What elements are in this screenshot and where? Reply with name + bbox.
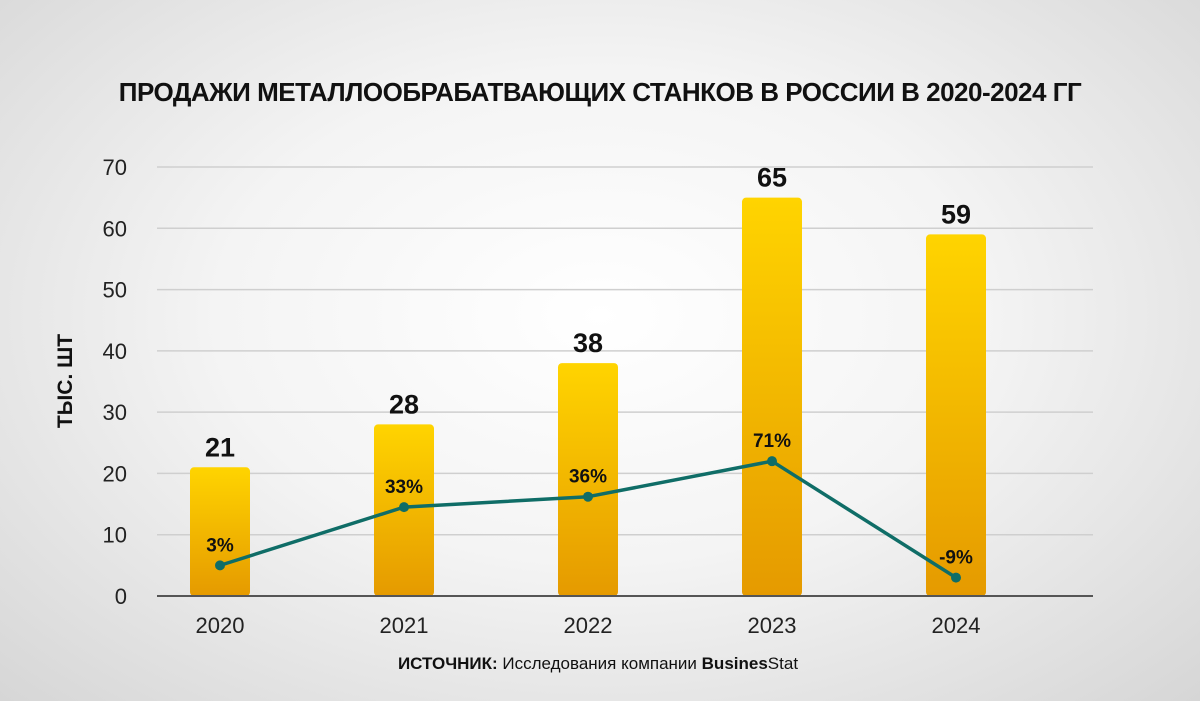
- y-tick-30: 30: [103, 400, 127, 425]
- y-tick-60: 60: [103, 216, 127, 241]
- bar-value-label-2023: 65: [757, 163, 787, 193]
- growth-label-2020: 3%: [206, 535, 234, 556]
- growth-point-2024: [951, 572, 961, 583]
- source-note: ИСТОЧНИК: Исследования компании BusinesS…: [398, 654, 798, 673]
- x-tick-2020: 2020: [196, 613, 245, 638]
- growth-label-2021: 33%: [385, 477, 423, 498]
- growth-point-2023: [767, 456, 777, 467]
- bar-value-label-2024: 59: [941, 199, 971, 229]
- x-tick-2022: 2022: [564, 613, 613, 638]
- growth-line-series: 3% 33% 36% 71% -9%: [206, 431, 973, 583]
- y-axis-label: ТЫС. ШТ: [54, 334, 77, 428]
- bar-value-label-2021: 28: [389, 389, 419, 419]
- growth-label-2022: 36%: [569, 467, 607, 488]
- bar-2024: [926, 234, 986, 596]
- bar-value-label-2020: 21: [205, 432, 235, 462]
- y-tick-40: 40: [103, 339, 127, 364]
- x-tick-2021: 2021: [380, 613, 429, 638]
- y-axis-ticks: 0 10 20 30 40 50 60 70: [103, 155, 127, 609]
- bar-2022: [558, 363, 618, 596]
- y-tick-0: 0: [115, 584, 127, 609]
- bars: [190, 197, 986, 596]
- source-brand-rest: Stat: [768, 654, 799, 673]
- source-label: ИСТОЧНИК:: [398, 654, 498, 673]
- chart-title: ПРОДАЖИ МЕТАЛЛООБРАБАТВАЮЩИХ СТАНКОВ В Р…: [119, 77, 1082, 107]
- growth-point-2020: [215, 560, 225, 571]
- y-tick-20: 20: [103, 461, 127, 486]
- source-brand-bold: Busines: [702, 654, 768, 673]
- bar-2020: [190, 467, 250, 596]
- bar-2023: [742, 197, 802, 596]
- growth-label-2023: 71%: [753, 431, 791, 452]
- source-text: Исследования компании: [498, 654, 702, 673]
- bar-value-label-2022: 38: [573, 328, 603, 358]
- y-tick-10: 10: [103, 523, 127, 548]
- bar-value-labels: 21 28 38 65 59: [205, 163, 971, 463]
- y-tick-50: 50: [103, 278, 127, 303]
- x-tick-2024: 2024: [932, 613, 981, 638]
- x-tick-2023: 2023: [748, 613, 797, 638]
- growth-point-2022: [583, 491, 593, 502]
- y-tick-70: 70: [103, 155, 127, 180]
- x-axis-ticks: 2020 2021 2022 2023 2024: [196, 613, 981, 638]
- gridlines: [157, 166, 1093, 536]
- growth-point-2021: [399, 502, 409, 513]
- growth-label-2024: -9%: [939, 548, 973, 569]
